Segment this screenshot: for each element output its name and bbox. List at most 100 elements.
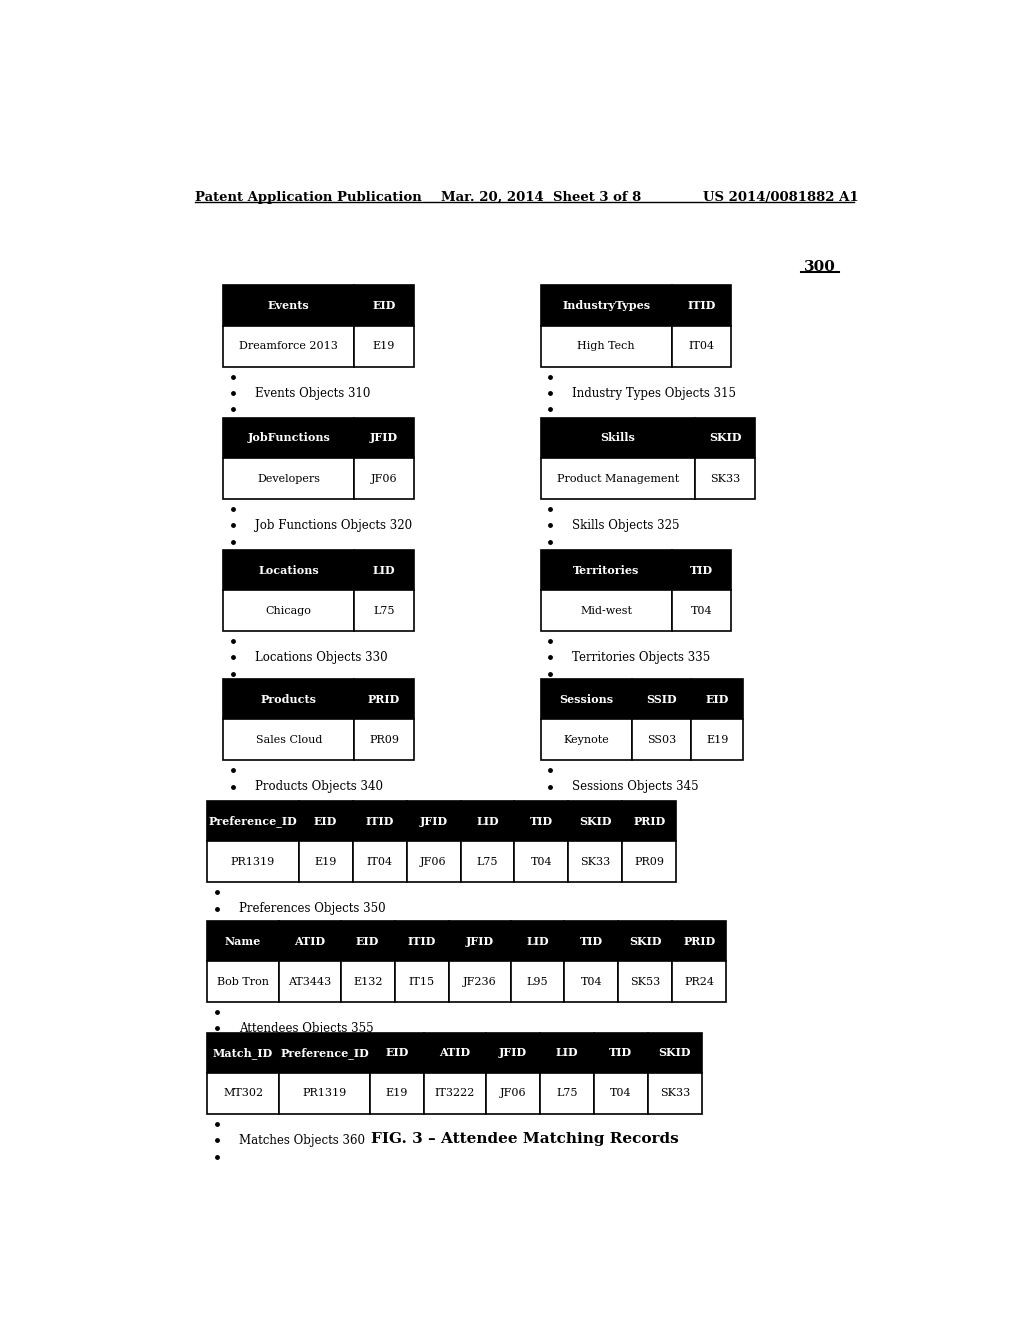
Bar bbox=[394, 921, 449, 961]
Text: FIG. 3 – Attendee Matching Records: FIG. 3 – Attendee Matching Records bbox=[371, 1133, 679, 1146]
Bar bbox=[618, 921, 673, 961]
Text: US 2014/0081882 A1: US 2014/0081882 A1 bbox=[703, 191, 859, 203]
Text: T04: T04 bbox=[610, 1089, 632, 1098]
Text: Industry Types Objects 315: Industry Types Objects 315 bbox=[572, 387, 736, 400]
Bar bbox=[299, 841, 352, 882]
Bar bbox=[223, 549, 354, 590]
Bar bbox=[564, 921, 618, 961]
Text: SSID: SSID bbox=[646, 693, 677, 705]
Bar bbox=[354, 417, 414, 458]
Bar bbox=[541, 719, 632, 760]
Text: Sales Cloud: Sales Cloud bbox=[256, 735, 322, 744]
Bar bbox=[424, 1073, 486, 1114]
Bar bbox=[511, 921, 564, 961]
Text: AT3443: AT3443 bbox=[288, 977, 332, 986]
Bar bbox=[541, 326, 672, 367]
Bar bbox=[672, 549, 731, 590]
Text: IndustryTypes: IndustryTypes bbox=[562, 300, 650, 312]
Text: PR24: PR24 bbox=[684, 977, 715, 986]
Bar bbox=[279, 961, 341, 1002]
Bar bbox=[279, 1032, 370, 1073]
Text: Preference_ID: Preference_ID bbox=[209, 816, 297, 828]
Bar bbox=[279, 1073, 370, 1114]
Bar bbox=[541, 458, 695, 499]
Text: E132: E132 bbox=[353, 977, 382, 986]
Text: 300: 300 bbox=[804, 260, 836, 275]
Bar bbox=[354, 326, 414, 367]
Bar bbox=[541, 678, 632, 719]
Text: EID: EID bbox=[373, 300, 395, 312]
Text: Mar. 20, 2014  Sheet 3 of 8: Mar. 20, 2014 Sheet 3 of 8 bbox=[441, 191, 642, 203]
Bar bbox=[394, 961, 449, 1002]
Text: Sessions Objects 345: Sessions Objects 345 bbox=[572, 780, 699, 793]
Text: LID: LID bbox=[526, 936, 549, 946]
Bar bbox=[541, 417, 695, 458]
Text: Locations: Locations bbox=[258, 565, 319, 576]
Text: JFID: JFID bbox=[499, 1047, 527, 1059]
Text: PR09: PR09 bbox=[369, 735, 399, 744]
Text: Bob Tron: Bob Tron bbox=[217, 977, 269, 986]
Bar bbox=[486, 1073, 540, 1114]
Bar bbox=[370, 1073, 424, 1114]
Bar bbox=[632, 678, 691, 719]
Text: PRID: PRID bbox=[368, 693, 400, 705]
Bar bbox=[407, 841, 461, 882]
Text: TID: TID bbox=[690, 565, 713, 576]
Bar bbox=[486, 1032, 540, 1073]
Text: PR09: PR09 bbox=[635, 857, 665, 867]
Text: MT302: MT302 bbox=[223, 1089, 263, 1098]
Text: Preference_ID: Preference_ID bbox=[280, 1047, 369, 1059]
Text: SKID: SKID bbox=[658, 1047, 691, 1059]
Text: EID: EID bbox=[385, 1047, 409, 1059]
Text: Job Functions Objects 320: Job Functions Objects 320 bbox=[255, 519, 412, 532]
Text: E19: E19 bbox=[707, 735, 728, 744]
Bar bbox=[618, 961, 673, 1002]
Text: Match_ID: Match_ID bbox=[213, 1047, 273, 1059]
Text: Skills: Skills bbox=[601, 433, 636, 444]
Text: ATID: ATID bbox=[294, 936, 326, 946]
Text: PRID: PRID bbox=[633, 816, 666, 826]
Text: IT04: IT04 bbox=[688, 342, 715, 351]
Bar bbox=[299, 801, 352, 841]
Bar bbox=[370, 1032, 424, 1073]
Text: EID: EID bbox=[706, 693, 729, 705]
Bar bbox=[207, 921, 279, 961]
Text: JFID: JFID bbox=[370, 433, 398, 444]
Text: LID: LID bbox=[373, 565, 395, 576]
Bar bbox=[673, 961, 726, 1002]
Bar bbox=[673, 921, 726, 961]
Text: Chicago: Chicago bbox=[266, 606, 311, 615]
Text: E19: E19 bbox=[373, 342, 395, 351]
Text: SK33: SK33 bbox=[710, 474, 740, 483]
Text: SKID: SKID bbox=[580, 816, 611, 826]
Text: Developers: Developers bbox=[257, 474, 321, 483]
Bar bbox=[223, 678, 354, 719]
Text: SK33: SK33 bbox=[659, 1089, 690, 1098]
Text: LID: LID bbox=[556, 1047, 579, 1059]
Bar bbox=[691, 719, 743, 760]
Bar bbox=[623, 801, 677, 841]
Bar bbox=[449, 961, 511, 1002]
Bar bbox=[341, 961, 394, 1002]
Text: SKID: SKID bbox=[709, 433, 741, 444]
Bar bbox=[648, 1032, 701, 1073]
Text: Locations Objects 330: Locations Objects 330 bbox=[255, 651, 388, 664]
Bar bbox=[223, 590, 354, 631]
Text: L75: L75 bbox=[477, 857, 499, 867]
Text: E19: E19 bbox=[314, 857, 337, 867]
Text: JF06: JF06 bbox=[500, 1089, 526, 1098]
Text: SK33: SK33 bbox=[581, 857, 610, 867]
Bar bbox=[695, 458, 755, 499]
Bar bbox=[594, 1032, 648, 1073]
Text: L95: L95 bbox=[526, 977, 548, 986]
Text: T04: T04 bbox=[581, 977, 602, 986]
Text: Products: Products bbox=[261, 693, 316, 705]
Bar bbox=[648, 1073, 701, 1114]
Text: Territories Objects 335: Territories Objects 335 bbox=[572, 651, 711, 664]
Bar bbox=[568, 841, 623, 882]
Bar bbox=[541, 549, 672, 590]
Text: Keynote: Keynote bbox=[563, 735, 609, 744]
Text: Preferences Objects 350: Preferences Objects 350 bbox=[240, 902, 386, 915]
Bar bbox=[424, 1032, 486, 1073]
Bar bbox=[672, 285, 731, 326]
